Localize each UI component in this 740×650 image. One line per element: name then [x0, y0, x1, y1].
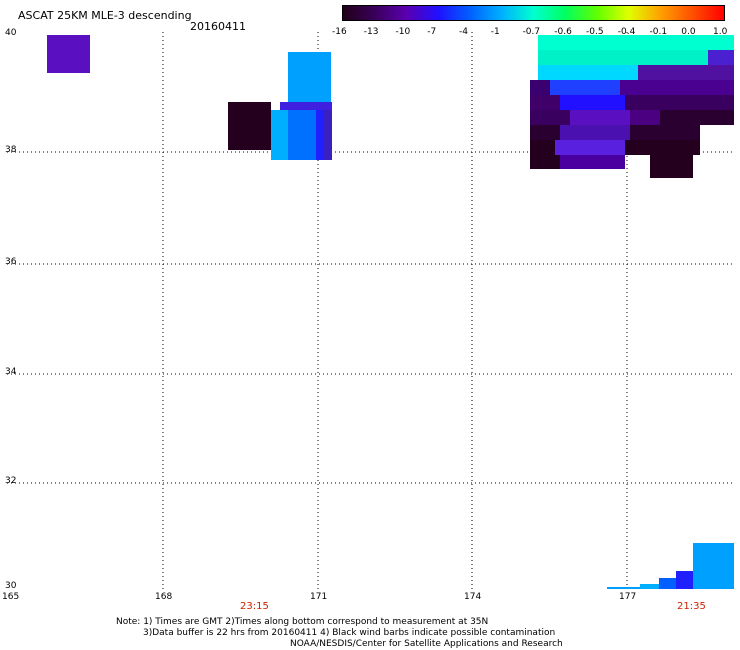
- data-cell: [538, 50, 708, 65]
- data-cell: [560, 125, 630, 140]
- data-cell: [288, 52, 331, 102]
- colorbar-tick-label: -7: [427, 27, 437, 37]
- data-cell: [659, 578, 676, 589]
- colorbar-tick-label: 1.0: [713, 27, 728, 37]
- colorbar-tick-label: -0.5: [586, 27, 604, 37]
- data-cell: [530, 110, 570, 125]
- note-line: Note: 1) Times are GMT 2)Times along bot…: [116, 617, 489, 627]
- lat-label: 32: [5, 476, 17, 486]
- data-cell: [530, 140, 555, 155]
- data-cell: [660, 110, 734, 125]
- lat-label: 34: [5, 367, 17, 377]
- lat-label: 40: [5, 28, 17, 38]
- lon-label: 165: [2, 592, 20, 602]
- data-cell: [638, 65, 734, 80]
- lon-label: 177: [619, 592, 637, 602]
- lat-label: 36: [5, 257, 17, 267]
- data-cell: [47, 35, 90, 73]
- data-cell: [530, 95, 560, 110]
- data-cell: [538, 35, 734, 50]
- colorbar-tick-label: 0.0: [681, 27, 696, 37]
- data-cell: [288, 110, 316, 160]
- data-cell: [280, 102, 332, 112]
- colorbar-tick-label: -0.7: [522, 27, 541, 37]
- time-label: 21:35: [677, 601, 706, 612]
- colorbar-tick-label: -1: [490, 27, 500, 37]
- colorbar-tick-label: -16: [332, 27, 347, 37]
- colorbar-tick-label: -10: [395, 27, 411, 37]
- data-cell: [560, 95, 625, 110]
- lon-label: 171: [310, 592, 328, 602]
- data-cell: [570, 110, 630, 125]
- data-cell: [607, 587, 640, 589]
- data-cell: [324, 110, 332, 160]
- data-cell: [530, 80, 550, 95]
- data-cell: [530, 125, 560, 140]
- colorbar-tick-label: -4: [459, 27, 468, 37]
- data-cell: [271, 110, 288, 160]
- data-cell: [650, 155, 693, 178]
- time-label: 23:15: [240, 601, 269, 612]
- data-cell: [620, 80, 734, 95]
- colorbar-tick-label: -0.6: [554, 27, 572, 37]
- data-cell: [538, 65, 638, 80]
- note-line: 3)Data buffer is 22 hrs from 20160411 4)…: [143, 628, 556, 638]
- colorbar: [342, 5, 725, 21]
- lon-label: 168: [155, 592, 173, 602]
- data-cell: [693, 543, 734, 589]
- data-cell: [555, 140, 625, 155]
- note-line: NOAA/NESDIS/Center for Satellite Applica…: [290, 639, 563, 649]
- swath-patch-se: [607, 543, 734, 589]
- lat-label: 30: [5, 581, 17, 591]
- data-cell: [550, 80, 620, 95]
- data-cell: [228, 102, 271, 150]
- data-cell: [676, 571, 693, 589]
- colorbar-tick-label: -13: [363, 27, 379, 37]
- swath-patch-ne: [530, 35, 734, 178]
- data-cell: [625, 140, 700, 155]
- data-cell: [530, 155, 560, 169]
- data-cell: [630, 110, 660, 125]
- swath-patch-nw: [47, 35, 90, 73]
- lon-label: 174: [464, 592, 482, 602]
- data-cell: [630, 125, 700, 140]
- data-cell: [560, 155, 625, 169]
- data-cell: [625, 95, 734, 110]
- data-cell: [640, 584, 659, 589]
- map-date: 20160411: [190, 20, 246, 33]
- data-cell: [316, 110, 324, 160]
- lat-label: 38: [5, 145, 17, 155]
- data-cell: [708, 50, 734, 65]
- map-title: ASCAT 25KM MLE-3 descending: [18, 9, 192, 22]
- swath-patch-center: [228, 52, 332, 160]
- colorbar-tick-label: -0.1: [649, 27, 668, 37]
